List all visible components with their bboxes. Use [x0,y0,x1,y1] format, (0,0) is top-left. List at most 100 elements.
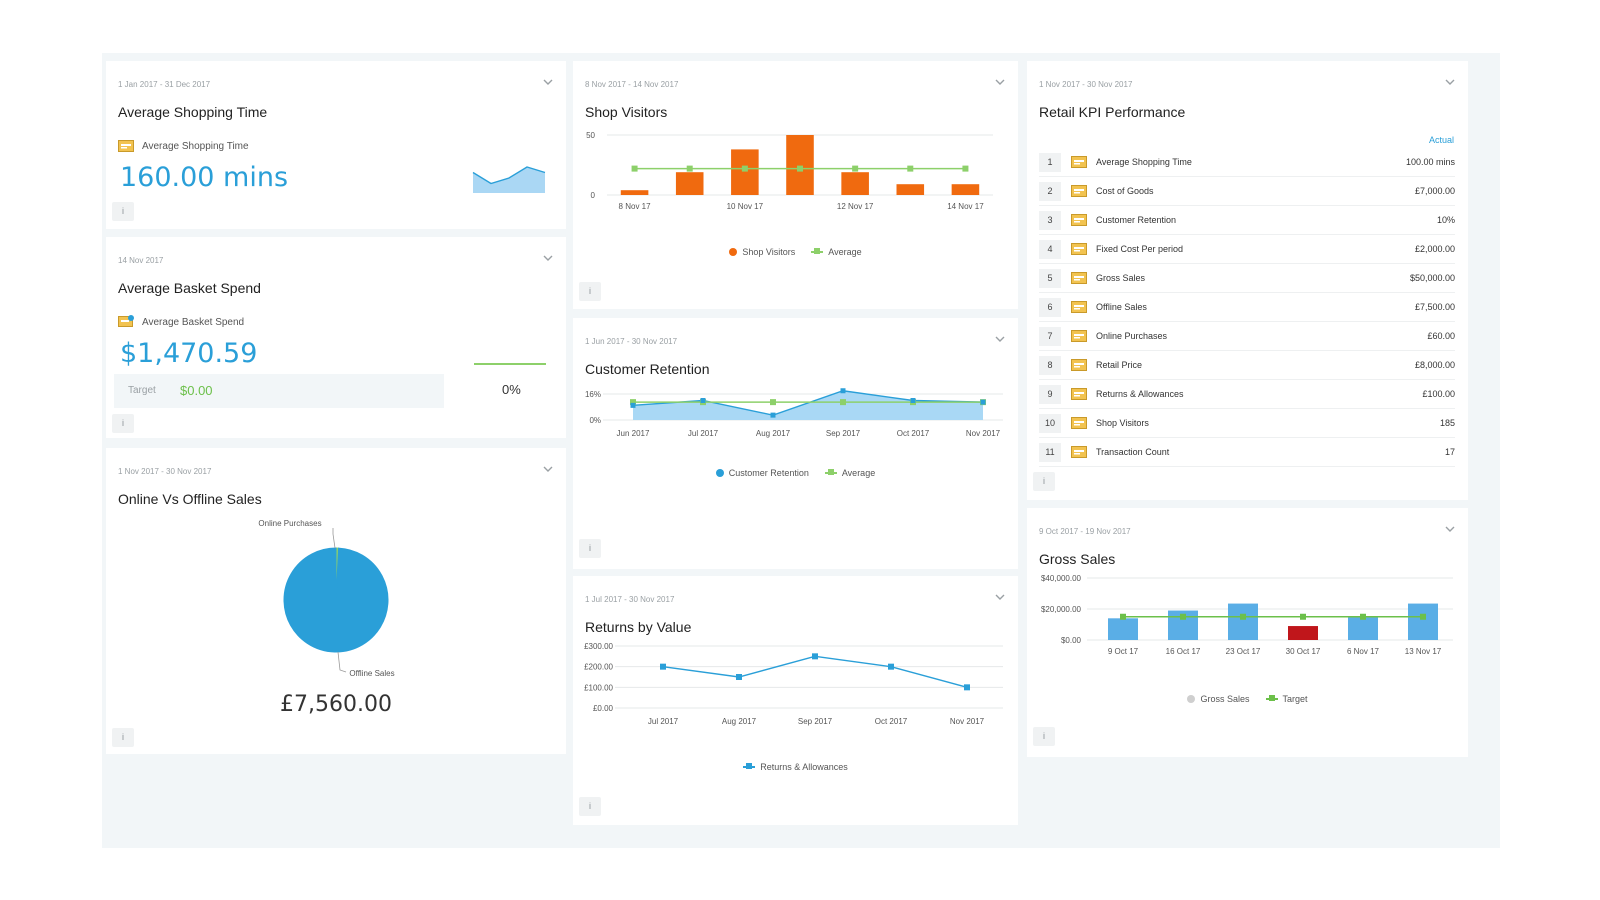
card-title: Average Shopping Time [118,104,268,120]
legend-label: Average [828,247,862,257]
info-button[interactable]: i [579,539,601,558]
basket-spend-card: 14 Nov 2017 Average Basket Spend Average… [106,237,566,438]
bar [951,184,980,195]
legend-swatch [1187,695,1196,703]
x-tick-label: Sep 2017 [798,717,833,726]
kpi-row[interactable]: 2 Cost of Goods £7,000.00 [1039,177,1455,206]
row-number: 10 [1039,413,1061,433]
kpi-row[interactable]: 7 Online Purchases £60.00 [1039,322,1455,351]
kpi-value: £60.00 [1427,331,1455,341]
chevron-down-icon[interactable] [994,77,1006,87]
x-tick-label: 6 Nov 17 [1347,647,1380,656]
retention-marker [630,402,636,408]
chevron-down-icon[interactable] [1444,524,1456,534]
kpi-label: Average Basket Spend [142,317,245,328]
y-tick-label: £300.00 [584,642,613,651]
y-tick-label: £100.00 [584,683,613,692]
date-range: 14 Nov 2017 [118,256,164,265]
x-tick-label: Jul 2017 [688,429,719,438]
row-number: 7 [1039,326,1061,346]
x-tick-label: 23 Oct 17 [1226,647,1261,656]
kpi-icon [1071,301,1087,313]
target-marker [1240,613,1246,620]
gross-sales-card: 9 Oct 2017 - 19 Nov 2017 Gross Sales $40… [1027,508,1468,757]
y-tick-label: 0% [589,416,601,425]
retention-marker [700,398,706,403]
legend-item[interactable]: Returns & Allowances [743,762,848,772]
info-button[interactable]: i [112,728,134,747]
info-button[interactable]: i [579,797,601,816]
y-tick-label: $0.00 [1061,636,1082,645]
kpi-icon [1071,156,1087,168]
legend-item[interactable]: Shop Visitors [729,247,795,257]
legend-swatch [715,469,724,477]
chart-legend: Customer Retention Average [573,468,1018,478]
kpi-name: Retail Price [1096,360,1143,370]
x-tick-label: Oct 2017 [875,717,908,726]
kpi-name: Average Shopping Time [1096,157,1192,167]
target-label: Target [128,385,156,396]
kpi-row[interactable]: 4 Fixed Cost Per period £2,000.00 [1039,235,1455,264]
kpi-row[interactable]: 6 Offline Sales £7,500.00 [1039,293,1455,322]
legend-item[interactable]: Average [811,247,862,257]
retention-line [632,390,984,416]
card-title: Online Vs Offline Sales [118,491,262,507]
shop-visitors-chart: 50 0 8 Nov 17 10 Nov 17 12 Nov 17 14 Nov 17 [586,131,993,211]
kpi-value: 185 [1439,418,1455,428]
y-tick-label: £200.00 [584,663,613,672]
kpi-name: Returns & Allowances [1096,389,1184,399]
x-tick-label: 9 Oct 17 [1108,647,1139,656]
row-number: 8 [1039,355,1061,375]
legend-label: Customer Retention [728,468,809,478]
chevron-down-icon[interactable] [542,77,554,87]
legend-item[interactable]: Target [1265,694,1308,704]
kpi-table: 1 Average Shopping Time 100.00 mins 2 Cost o… [1039,148,1455,467]
info-button[interactable]: i [1033,727,1055,746]
retail-kpi-card: 1 Nov 2017 - 30 Nov 2017 Retail KPI Perf… [1027,61,1468,500]
kpi-row[interactable]: 11 Transaction Count 17 [1039,438,1455,467]
card-title: Retail KPI Performance [1039,104,1186,120]
legend-item[interactable]: Average [824,468,875,478]
date-range: 9 Oct 2017 - 19 Nov 2017 [1039,527,1131,536]
kpi-value: $50,000.00 [1409,273,1455,283]
column-header-actual[interactable]: Actual [1428,135,1454,145]
info-button[interactable]: i [112,414,134,433]
legend-label: Target [1282,694,1308,704]
info-button[interactable]: i [112,202,134,221]
chevron-down-icon[interactable] [994,334,1006,344]
date-range: 1 Nov 2017 - 30 Nov 2017 [118,467,212,476]
kpi-row[interactable]: 10 Shop Visitors 185 [1039,409,1455,438]
x-tick-label: Sep 2017 [826,429,861,438]
customer-retention-chart: 16% 0% Jun 2017 Jul 2017 Aug 2017 Sep 2017 Oct… [585,388,1003,438]
pie-leader-line [332,528,336,549]
date-range: 1 Jun 2017 - 30 Nov 2017 [585,337,678,346]
row-number: 5 [1039,268,1061,288]
kpi-row[interactable]: 5 Gross Sales $50,000.00 [1039,264,1455,293]
bar [731,149,759,195]
kpi-value: 100.00 mins [1405,157,1455,167]
y-tick-label: 16% [585,390,601,399]
returns-marker [736,674,742,680]
legend-swatch [729,248,738,256]
legend-item[interactable]: Gross Sales [1187,694,1250,704]
kpi-row[interactable]: 1 Average Shopping Time 100.00 mins [1039,148,1455,177]
chevron-down-icon[interactable] [994,592,1006,602]
chart-legend: Shop Visitors Average [573,247,1018,257]
kpi-row[interactable]: 9 Returns & Allowances £100.00 [1039,380,1455,409]
chevron-down-icon[interactable] [1444,77,1456,87]
chevron-down-icon[interactable] [542,253,554,263]
info-button[interactable]: i [1033,472,1055,491]
card-title: Customer Retention [585,361,710,377]
legend-item[interactable]: Customer Retention [715,468,809,478]
sparkline-chart [472,166,546,193]
target-marker [1180,613,1186,620]
chevron-down-icon[interactable] [542,464,554,474]
y-tick-label: £0.00 [593,704,614,713]
kpi-row[interactable]: 8 Retail Price £8,000.00 [1039,351,1455,380]
row-number: 11 [1039,442,1061,462]
shop-visitors-card: 8 Nov 2017 - 14 Nov 2017 Shop Visitors 5… [573,61,1018,309]
kpi-row[interactable]: 3 Customer Retention 10% [1039,206,1455,235]
row-number: 6 [1039,297,1061,317]
bar [786,135,814,195]
info-button[interactable]: i [579,282,601,301]
